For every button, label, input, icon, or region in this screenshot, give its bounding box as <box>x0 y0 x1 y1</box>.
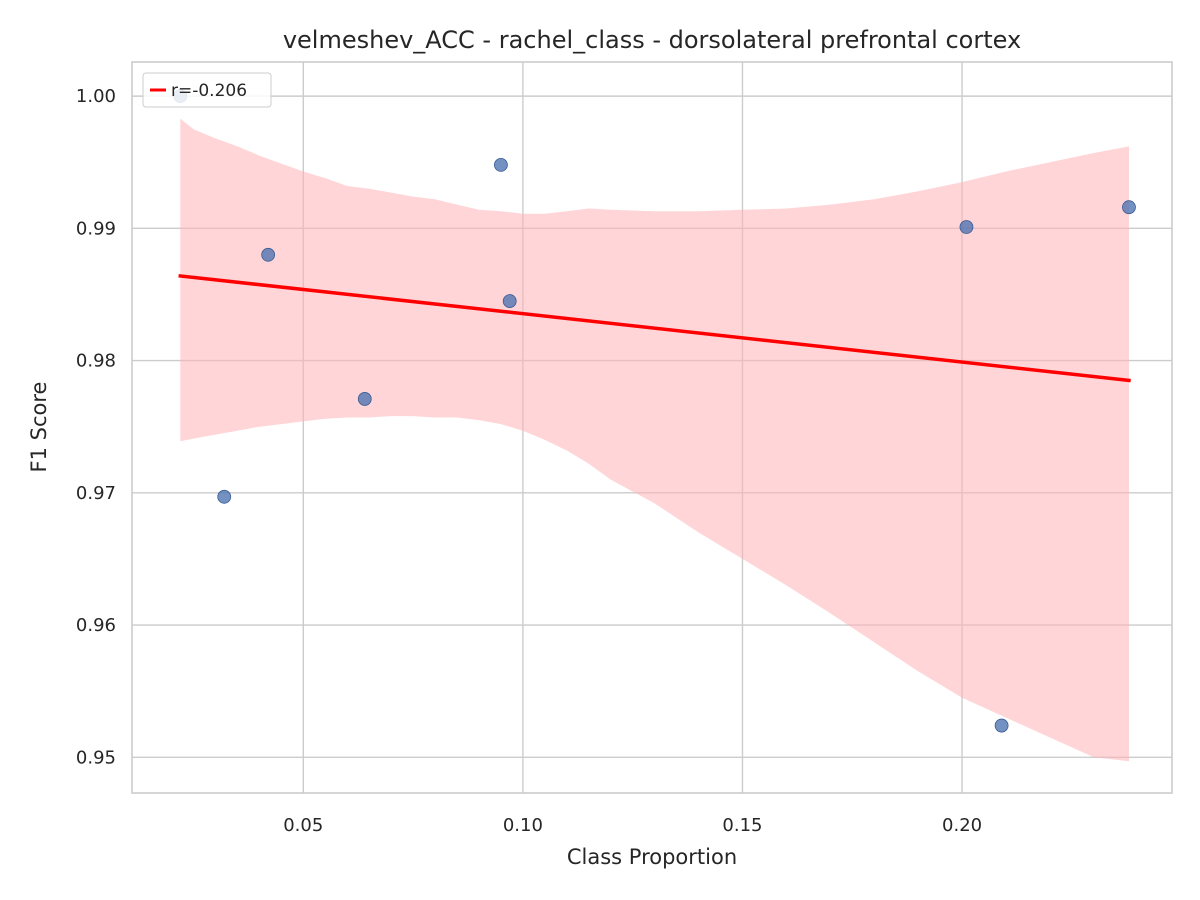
data-point <box>959 220 974 234</box>
y-axis-ticks: 0.95 0.96 0.97 0.98 0.99 1.00 <box>76 86 116 768</box>
x-axis-label: Class Proportion <box>567 845 737 869</box>
y-axis-label: F1 Score <box>27 382 51 473</box>
regression-line <box>178 274 1131 383</box>
y-tick-label: 0.99 <box>76 218 116 239</box>
x-tick-label: 0.10 <box>503 815 543 836</box>
regression-line-layer <box>178 274 1131 383</box>
data-point <box>494 157 508 172</box>
y-tick-label: 0.97 <box>76 483 116 504</box>
legend: r=-0.206 <box>142 72 272 108</box>
y-tick-label: 0.98 <box>76 351 116 372</box>
confidence-band <box>180 118 1130 762</box>
x-tick-label: 0.15 <box>722 815 762 836</box>
chart-title: velmeshev_ACC - rachel_class - dorsolate… <box>283 26 1021 54</box>
confidence-band-layer <box>180 118 1130 762</box>
data-point <box>1122 200 1136 215</box>
data-point <box>217 489 232 504</box>
y-tick-label: 0.95 <box>76 747 116 768</box>
legend-label: r=-0.206 <box>171 81 247 101</box>
x-axis-ticks: 0.05 0.10 0.15 0.20 <box>283 815 982 836</box>
data-point <box>502 294 517 308</box>
data-point <box>261 247 276 262</box>
x-tick-label: 0.20 <box>942 815 982 836</box>
y-tick-label: 0.96 <box>76 615 116 636</box>
y-tick-label: 1.00 <box>76 86 116 107</box>
data-point <box>357 392 372 406</box>
data-point <box>994 718 1009 733</box>
x-tick-label: 0.05 <box>283 815 323 836</box>
plot-frame <box>131 61 1173 794</box>
legend-box <box>142 72 272 108</box>
